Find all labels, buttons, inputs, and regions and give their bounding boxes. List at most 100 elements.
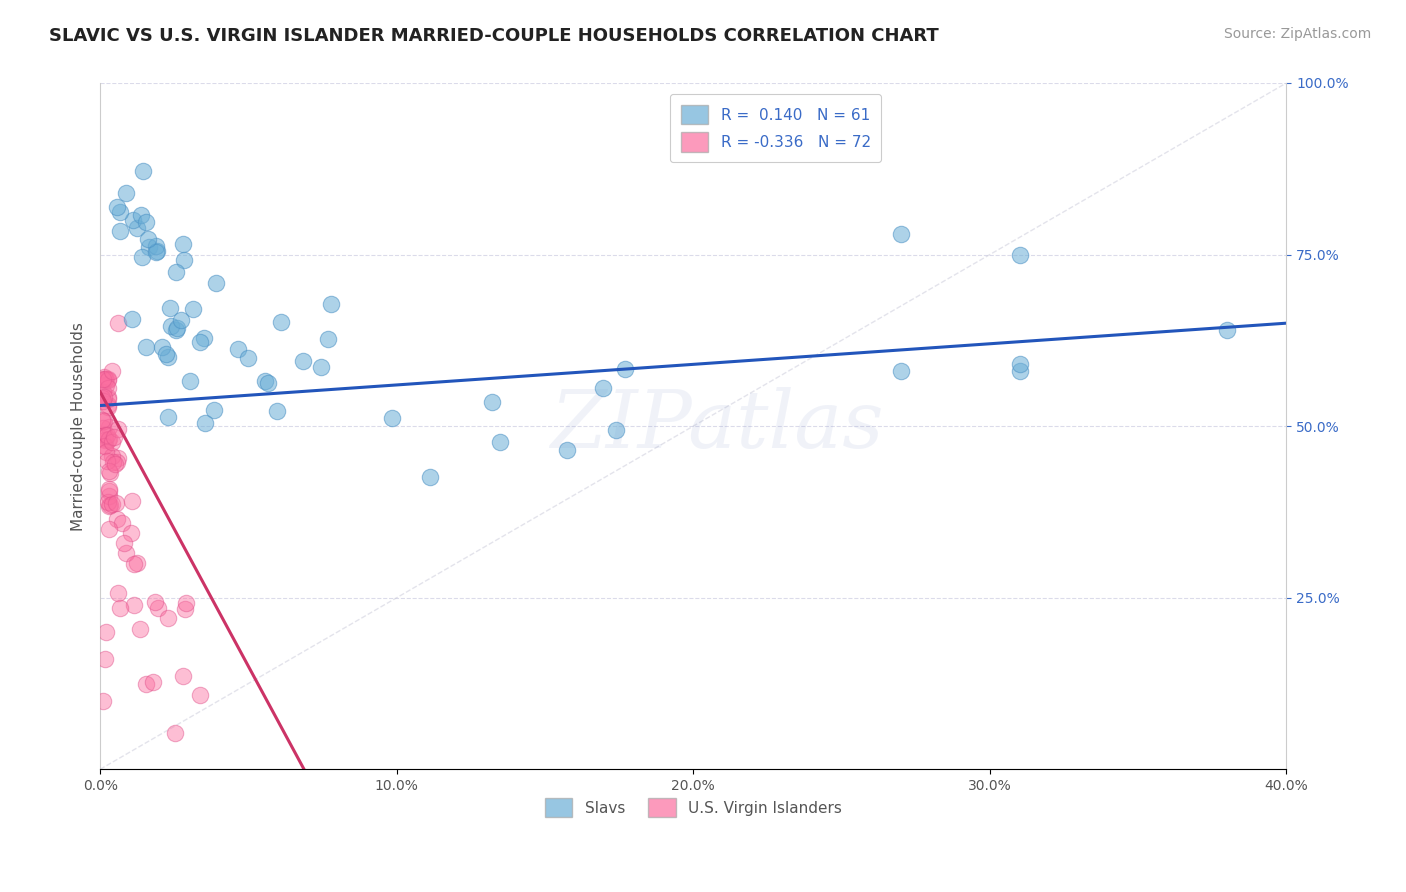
Point [91, 372, 114, 386]
Point [94, 434, 117, 448]
Point [121, 213, 143, 227]
Point [115, 186, 138, 200]
Point [145, 238, 167, 252]
Point [172, 669, 194, 683]
Point [97, 432, 120, 446]
Point [107, 450, 129, 465]
Point [107, 422, 129, 436]
Point [96, 445, 118, 459]
Point [115, 546, 138, 560]
Point [1008, 364, 1031, 378]
Point [419, 470, 441, 484]
Point [120, 525, 142, 540]
Point [121, 494, 143, 508]
Point [128, 622, 150, 636]
Point [173, 602, 195, 616]
Point [98, 499, 121, 513]
Point [108, 204, 131, 219]
Point [146, 244, 169, 259]
Point [98, 522, 121, 536]
Point [592, 381, 614, 395]
Point [91, 421, 114, 435]
Point [97, 392, 120, 406]
Point [188, 688, 211, 702]
Point [105, 512, 128, 526]
Point [179, 375, 201, 389]
Point [318, 332, 340, 346]
Point [160, 318, 183, 333]
Point [605, 423, 627, 437]
Point [97, 484, 120, 499]
Point [157, 350, 180, 364]
Point [93, 370, 115, 384]
Point [94, 372, 117, 386]
Point [172, 236, 194, 251]
Point [97, 372, 120, 386]
Point [150, 340, 173, 354]
Point [1008, 247, 1031, 261]
Point [101, 364, 124, 378]
Point [93, 652, 115, 666]
Point [93, 427, 115, 442]
Point [1216, 323, 1239, 337]
Point [105, 200, 128, 214]
Point [890, 364, 912, 378]
Point [121, 312, 143, 326]
Point [143, 595, 166, 609]
Point [91, 374, 114, 388]
Point [97, 495, 120, 509]
Point [96, 427, 118, 442]
Point [163, 726, 186, 740]
Point [165, 265, 187, 279]
Point [125, 556, 148, 570]
Point [93, 414, 115, 428]
Point [96, 454, 118, 468]
Point [488, 435, 510, 450]
Point [97, 398, 120, 412]
Point [96, 378, 118, 392]
Point [138, 240, 160, 254]
Point [110, 600, 132, 615]
Point [155, 347, 177, 361]
Text: SLAVIC VS U.S. VIRGIN ISLANDER MARRIED-COUPLE HOUSEHOLDS CORRELATION CHART: SLAVIC VS U.S. VIRGIN ISLANDER MARRIED-C… [49, 27, 939, 45]
Point [91, 413, 114, 427]
Point [103, 430, 125, 444]
Text: ZIPatlas: ZIPatlas [550, 387, 884, 465]
Point [91, 414, 114, 428]
Point [381, 411, 404, 425]
Point [97, 381, 120, 395]
Point [91, 393, 114, 408]
Point [98, 489, 121, 503]
Point [166, 321, 188, 335]
Point [270, 315, 292, 329]
Point [156, 611, 179, 625]
Point [174, 596, 197, 610]
Point [101, 449, 124, 463]
Point [166, 323, 188, 337]
Point [97, 433, 120, 447]
Point [266, 404, 288, 418]
Point [100, 466, 122, 480]
Point [131, 251, 153, 265]
Point [97, 373, 120, 387]
Point [226, 342, 249, 356]
Point [135, 340, 157, 354]
Point [170, 313, 193, 327]
Point [145, 244, 167, 259]
Point [146, 600, 169, 615]
Point [135, 677, 157, 691]
Point [107, 316, 129, 330]
Point [159, 301, 181, 316]
Point [103, 455, 125, 469]
Point [890, 227, 912, 241]
Point [111, 516, 134, 530]
Point [129, 208, 152, 222]
Point [122, 599, 145, 613]
Point [555, 443, 578, 458]
Point [1008, 357, 1031, 371]
Point [125, 220, 148, 235]
Point [188, 334, 211, 349]
Point [181, 301, 204, 316]
Point [97, 390, 120, 404]
Point [136, 232, 159, 246]
